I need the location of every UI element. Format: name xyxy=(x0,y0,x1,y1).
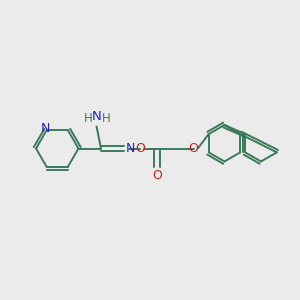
Text: O: O xyxy=(135,142,145,155)
Text: H: H xyxy=(102,112,111,125)
Text: O: O xyxy=(189,142,199,155)
Text: O: O xyxy=(152,169,162,182)
Text: N: N xyxy=(92,110,101,123)
Text: N: N xyxy=(126,142,135,155)
Text: N: N xyxy=(40,122,50,135)
Text: H: H xyxy=(84,112,93,125)
